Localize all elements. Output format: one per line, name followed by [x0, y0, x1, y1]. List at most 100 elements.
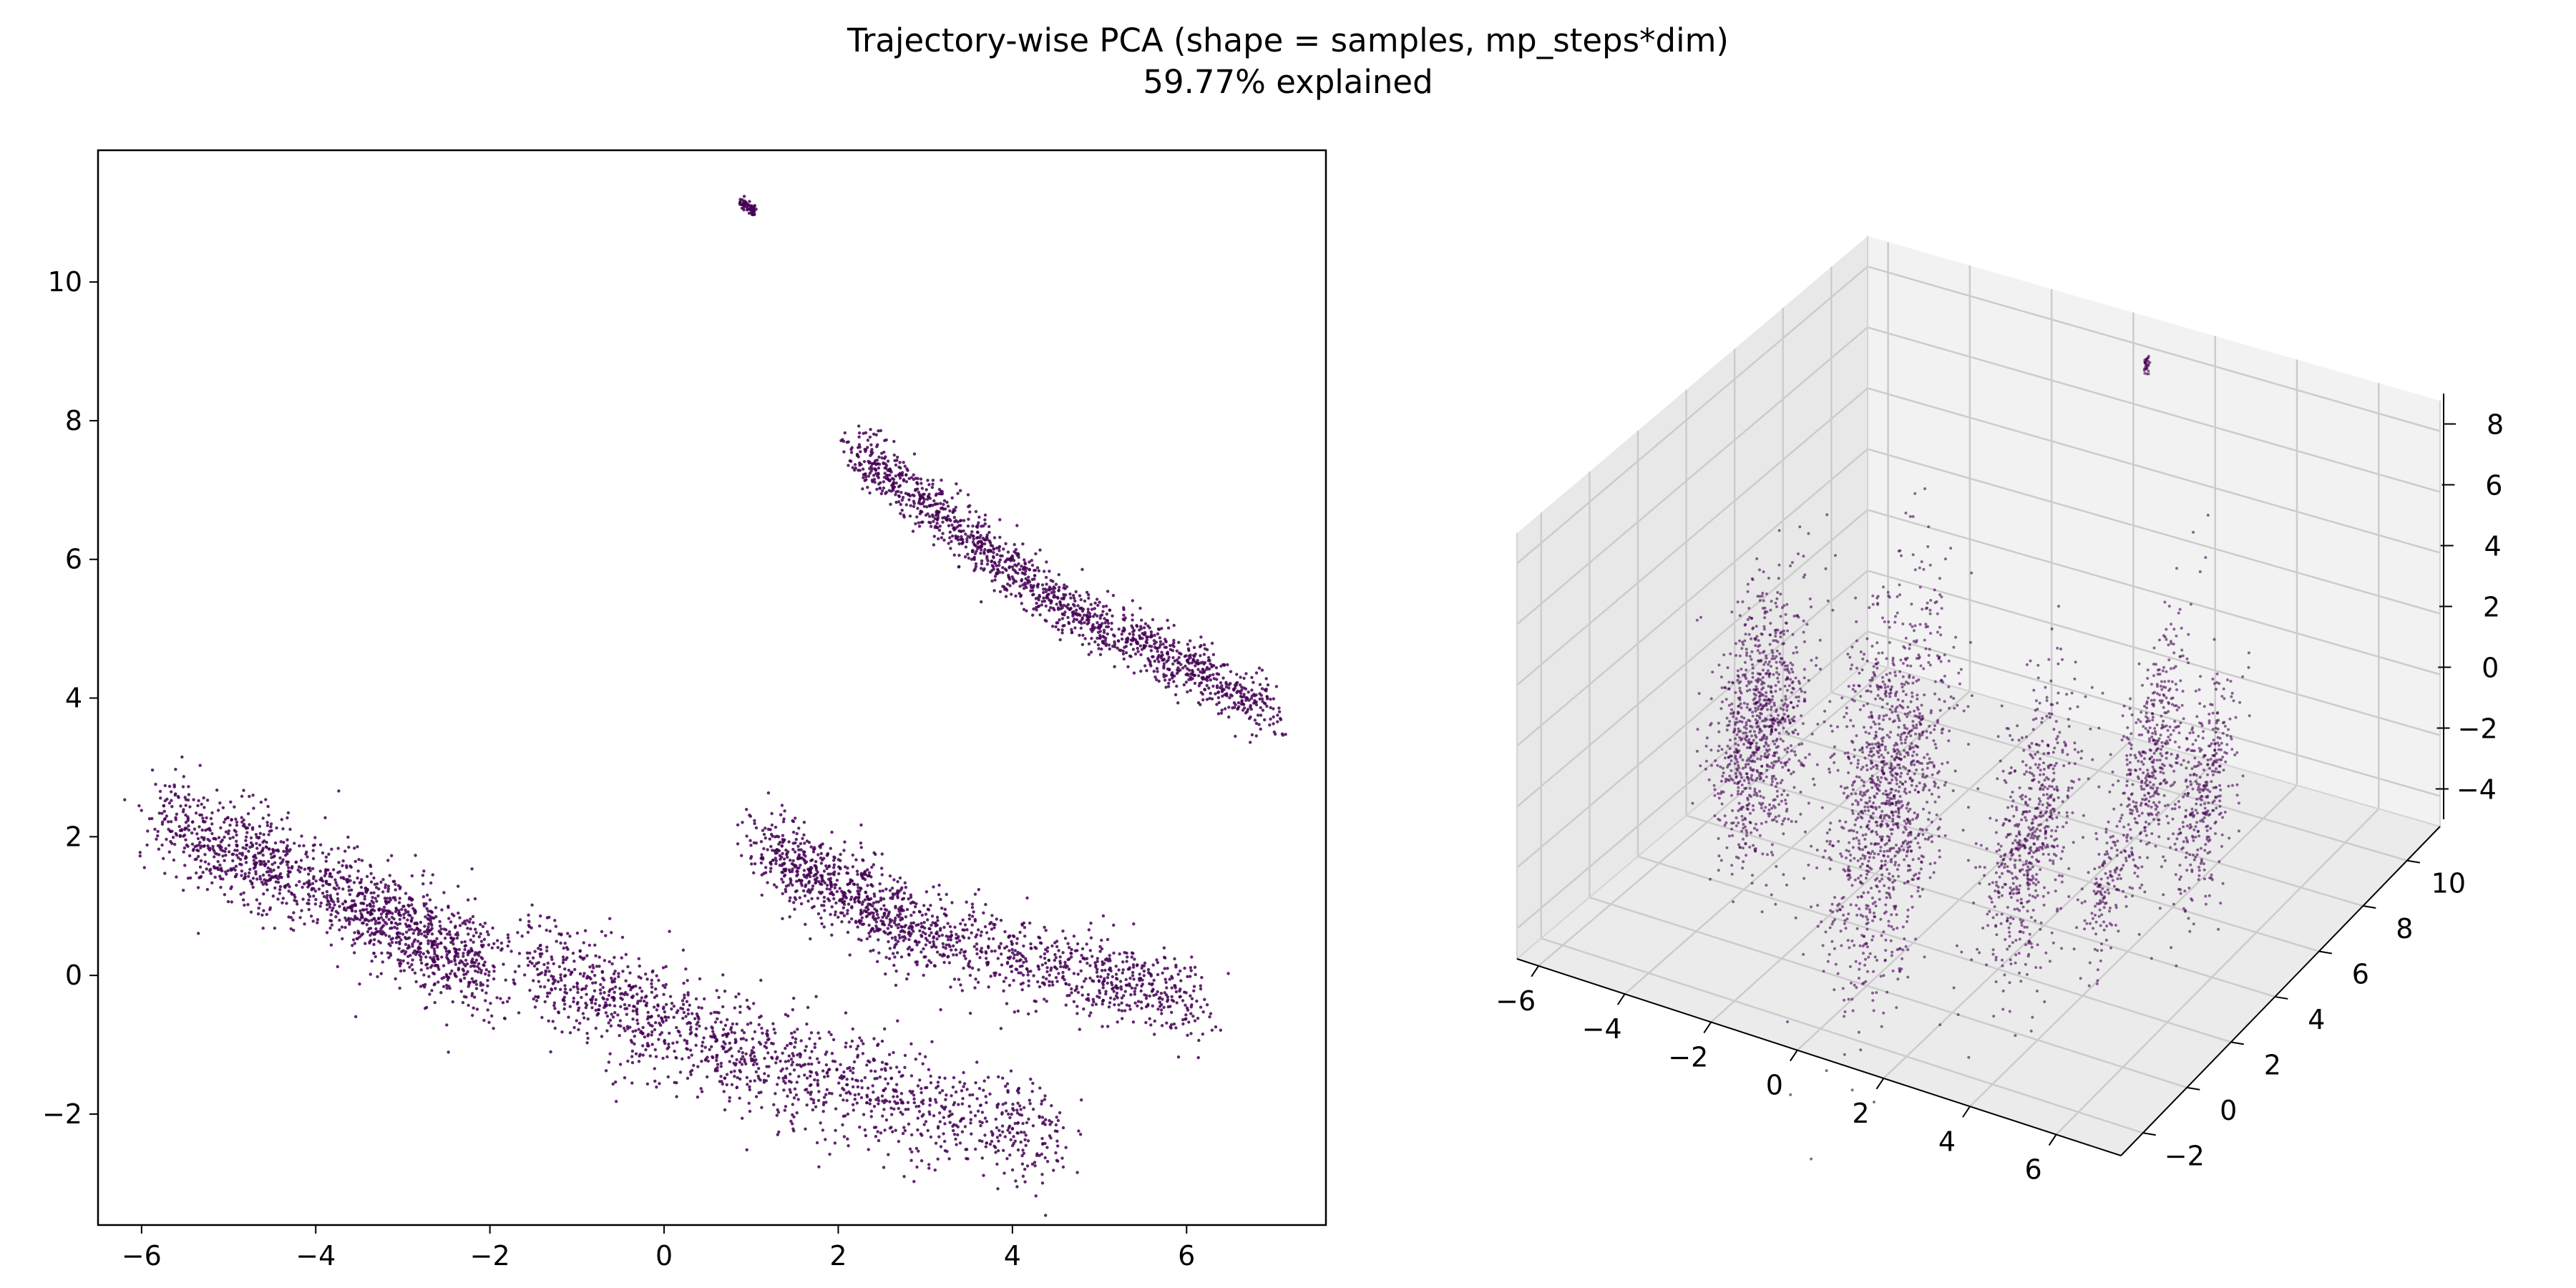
scatter-point — [182, 889, 185, 892]
scatter-point — [292, 928, 296, 932]
scatter-point — [733, 1075, 736, 1078]
scatter-point — [1096, 621, 1099, 625]
scatter-point — [769, 844, 773, 849]
scatter-point — [590, 1001, 594, 1005]
scatter-point — [325, 896, 328, 900]
scatter-point — [526, 956, 530, 960]
scatter-point — [726, 1032, 730, 1036]
scatter-point — [1136, 963, 1139, 967]
scatter-point — [835, 879, 839, 882]
scatter-cluster — [123, 755, 517, 1054]
scatter-point — [1023, 572, 1027, 576]
scatter-point — [855, 1101, 859, 1105]
scatter-point — [484, 968, 488, 972]
scatter-point — [660, 1031, 664, 1035]
scatter-point — [722, 1028, 726, 1031]
scatter-point — [686, 1008, 690, 1012]
scatter-point — [955, 1143, 958, 1146]
scatter-point — [181, 785, 185, 789]
scatter-point — [995, 1162, 999, 1166]
scatter-point — [1012, 1108, 1015, 1112]
scatter-point — [419, 985, 423, 988]
scatter-point — [1028, 921, 1032, 925]
scatter-point — [932, 519, 935, 523]
scatter-point — [451, 1000, 454, 1004]
scatter-point — [436, 964, 439, 967]
scatter-point — [611, 1015, 615, 1019]
scatter-point — [1088, 949, 1093, 952]
scatter-point — [1027, 1012, 1030, 1016]
scatter-point — [594, 981, 597, 985]
scatter-point — [375, 899, 379, 903]
scatter-point — [998, 1133, 1002, 1137]
scatter-point — [321, 892, 325, 895]
scatter-point — [813, 1042, 817, 1046]
scatter-point — [1169, 644, 1172, 648]
scatter-point — [267, 859, 270, 864]
scatter-point — [1130, 986, 1134, 990]
scatter-point — [599, 992, 602, 995]
scatter-point — [419, 932, 424, 936]
scatter-point — [850, 1039, 854, 1043]
scatter-point — [349, 865, 353, 869]
scatter-point — [1068, 946, 1071, 950]
scatter-point — [876, 912, 879, 917]
scatter-point — [239, 892, 243, 896]
scatter-point — [434, 906, 438, 909]
scatter-point — [548, 930, 552, 933]
scatter-point — [822, 895, 826, 899]
scatter-point — [373, 938, 376, 942]
scatter-point — [1284, 733, 1287, 736]
scatter-point — [404, 922, 408, 926]
scatter-point — [935, 915, 940, 919]
scatter-point — [1023, 935, 1027, 938]
scatter-point — [307, 879, 311, 883]
scatter-point — [792, 1096, 796, 1100]
scatter-point — [410, 927, 414, 931]
scatter-point — [915, 515, 919, 519]
scatter-point — [605, 997, 609, 1001]
scatter-point — [1176, 1055, 1181, 1059]
scatter-point — [345, 864, 348, 868]
scatter-point — [484, 972, 487, 976]
scatter-point — [1199, 984, 1203, 987]
scatter-point — [823, 881, 827, 885]
scatter-point — [1199, 670, 1202, 674]
scatter-point — [439, 931, 442, 935]
scatter-point — [1037, 967, 1041, 971]
scatter-point — [338, 904, 341, 908]
scatter-point — [245, 835, 248, 839]
scatter-point — [871, 1084, 874, 1088]
scatter-point — [762, 847, 766, 851]
scatter-point — [1016, 1148, 1020, 1152]
scatter-point — [857, 919, 862, 922]
scatter-point — [492, 942, 496, 946]
scatter-point — [806, 899, 810, 903]
scatter-point — [1242, 676, 1246, 680]
scatter-point — [575, 931, 580, 935]
scatter-point — [917, 1149, 920, 1153]
scatter-point — [1043, 957, 1047, 960]
scatter-point — [1166, 998, 1170, 1002]
scatter-point — [445, 986, 449, 990]
scatter-point — [937, 892, 941, 897]
scatter-point — [683, 993, 686, 997]
scatter-point — [353, 909, 358, 913]
scatter-point — [553, 1026, 557, 1030]
scatter-point — [1136, 650, 1140, 653]
scatter-point — [914, 522, 917, 526]
scatter-point — [928, 1103, 932, 1107]
scatter-point — [890, 1113, 894, 1116]
scatter-point — [458, 961, 462, 965]
scatter-point — [1025, 967, 1029, 971]
scatter-point — [822, 1096, 826, 1099]
scatter-point — [210, 831, 214, 836]
scatter-point — [584, 1006, 587, 1010]
scatter-point — [895, 1095, 899, 1098]
scatter-point — [836, 915, 840, 919]
scatter-point — [1043, 1098, 1047, 1101]
scatter-point — [459, 990, 463, 993]
scatter-point — [379, 972, 383, 975]
scatter-point — [922, 1123, 926, 1126]
scatter-point — [922, 973, 925, 977]
